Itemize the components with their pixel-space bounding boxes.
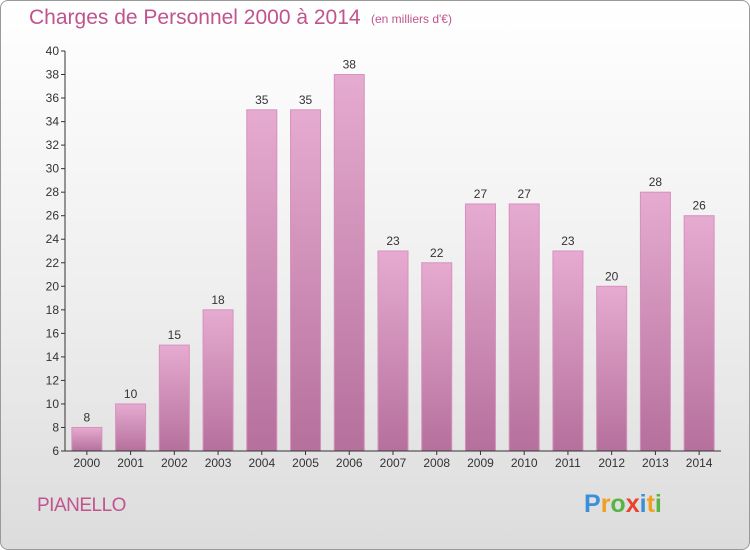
bar-2014 [683, 215, 715, 452]
bar-2000 [71, 426, 103, 452]
x-tick-label-2013: 2013 [642, 456, 669, 470]
bar-2003 [202, 309, 234, 452]
logo-letter: P [584, 490, 601, 518]
bar-2009 [464, 203, 496, 452]
bar-2002 [158, 344, 190, 452]
bar-2001 [115, 403, 147, 452]
y-tick-label-8: 8 [52, 420, 59, 434]
bar-2013 [639, 191, 671, 452]
data-label-2005: 35 [299, 93, 313, 107]
x-tick-label-2001: 2001 [117, 456, 144, 470]
y-tick-label-22: 22 [46, 256, 60, 270]
axes-group: 2000 2001 2002 2003 2004 2005 2006 2007 2008 2009… [46, 44, 721, 470]
x-tick-label-2005: 2005 [292, 456, 319, 470]
x-tick-label-2000: 2000 [74, 456, 101, 470]
y-tick-label-40: 40 [46, 44, 60, 58]
y-tick-label-32: 32 [46, 138, 60, 152]
y-tick-label-30: 30 [46, 162, 60, 176]
x-tick-label-2007: 2007 [380, 456, 407, 470]
x-tick-label-2002: 2002 [161, 456, 188, 470]
x-tick-label-2012: 2012 [598, 456, 625, 470]
bar-2004 [246, 109, 278, 452]
y-tick-label-10: 10 [46, 397, 60, 411]
data-label-2002: 15 [168, 328, 182, 342]
y-tick-label-38: 38 [46, 68, 60, 82]
bar-2008 [421, 262, 453, 452]
y-tick-label-26: 26 [46, 209, 60, 223]
bar-2007 [377, 250, 409, 452]
x-tick-label-2006: 2006 [336, 456, 363, 470]
bar-2012 [596, 285, 628, 452]
y-tick-label-16: 16 [46, 326, 60, 340]
y-tick-label-20: 20 [46, 279, 60, 293]
logo-letter: x [625, 490, 640, 518]
x-tick-label-2014: 2014 [686, 456, 713, 470]
x-tick-label-2008: 2008 [423, 456, 450, 470]
data-label-2013: 28 [649, 175, 663, 189]
data-label-2010: 27 [518, 187, 532, 201]
y-tick-label-12: 12 [46, 373, 60, 387]
data-label-2001: 10 [124, 387, 138, 401]
chart-subtitle: (en milliers d'€) [371, 12, 452, 26]
bar-2006 [333, 74, 365, 452]
commune-name: PIANELLO [37, 495, 126, 516]
y-tick-label-18: 18 [46, 303, 60, 317]
y-tick-label-24: 24 [46, 232, 60, 246]
logo-letter: r [600, 490, 611, 518]
data-label-2014: 26 [692, 199, 706, 213]
data-label-2000: 8 [84, 410, 91, 424]
bar-2005 [290, 109, 322, 452]
data-label-2008: 22 [430, 246, 444, 260]
data-label-2004: 35 [255, 93, 269, 107]
logo-letter: o [610, 490, 626, 518]
bar-2011 [552, 250, 584, 452]
bars-group: 8 10 15 18 35 35 38 23 22 27 27 23 20 28 26 [71, 58, 715, 452]
bar-2010 [508, 203, 540, 452]
y-tick-label-36: 36 [46, 91, 60, 105]
data-label-2003: 18 [211, 293, 225, 307]
logo-letter: i [639, 490, 647, 518]
data-label-2006: 38 [343, 58, 357, 72]
y-tick-label-28: 28 [46, 185, 60, 199]
x-tick-label-2004: 2004 [248, 456, 275, 470]
data-label-2012: 20 [605, 269, 619, 283]
proxiti-logo[interactable]: Proxiti [584, 490, 662, 519]
data-label-2011: 23 [561, 234, 575, 248]
x-tick-label-2009: 2009 [467, 456, 494, 470]
x-tick-label-2003: 2003 [205, 456, 232, 470]
chart-title: Charges de Personnel 2000 à 2014 [29, 6, 361, 29]
data-label-2009: 27 [474, 187, 488, 201]
data-label-2007: 23 [386, 234, 400, 248]
y-tick-label-34: 34 [46, 115, 60, 129]
y-tick-label-6: 6 [52, 444, 59, 458]
y-tick-label-14: 14 [46, 350, 60, 364]
x-tick-label-2010: 2010 [511, 456, 538, 470]
x-tick-label-2011: 2011 [555, 456, 581, 470]
logo-letter: i [654, 490, 662, 518]
logo-letter: t [646, 490, 655, 518]
